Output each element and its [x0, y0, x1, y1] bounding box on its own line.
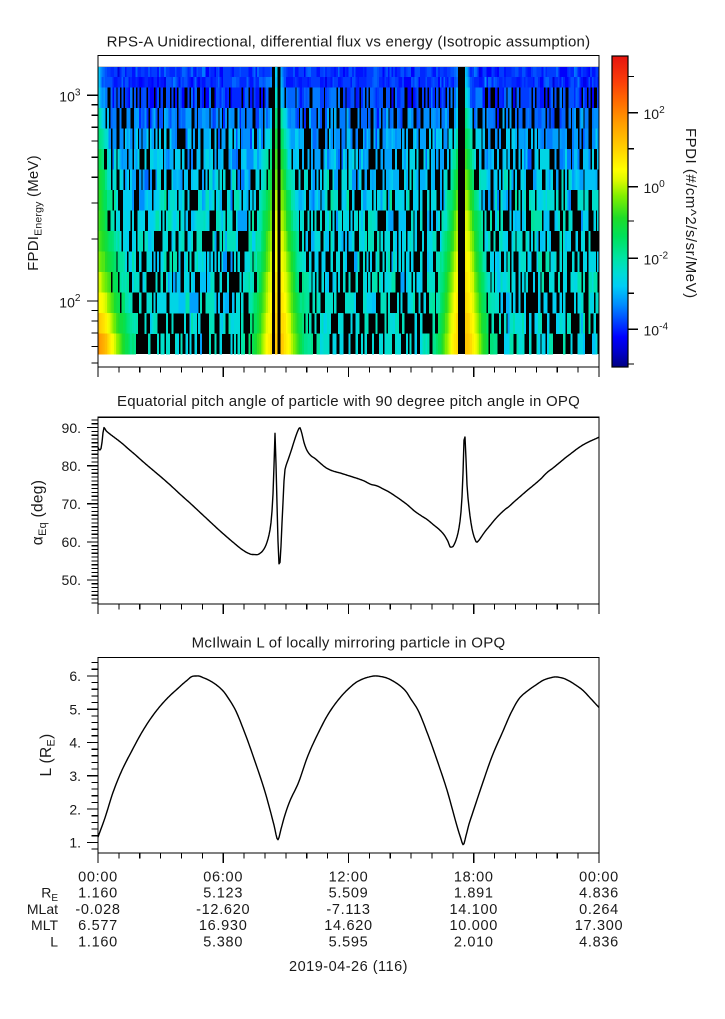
svg-text:4.836: 4.836: [579, 934, 619, 950]
svg-text:50.: 50.: [62, 572, 81, 588]
svg-text:3.: 3.: [69, 768, 81, 784]
svg-text:6.577: 6.577: [78, 918, 118, 934]
svg-text:80.: 80.: [62, 458, 81, 474]
svg-text:1.: 1.: [69, 835, 81, 851]
svg-text:14.100: 14.100: [450, 902, 499, 918]
svg-text:5.509: 5.509: [329, 886, 369, 902]
svg-text:2.010: 2.010: [454, 934, 494, 950]
svg-text:4.836: 4.836: [579, 886, 619, 902]
svg-text:10.000: 10.000: [450, 918, 499, 934]
svg-text:MLT: MLT: [31, 917, 58, 933]
svg-text:5.380: 5.380: [203, 934, 243, 950]
svg-text:70.: 70.: [62, 496, 81, 512]
svg-text:5.123: 5.123: [203, 886, 243, 902]
svg-text:MLat: MLat: [27, 901, 58, 917]
svg-text:06:00: 06:00: [203, 870, 243, 886]
svg-text:00:00: 00:00: [579, 870, 619, 886]
svg-text:L (RE): L (RE): [38, 734, 58, 777]
svg-text:2019-04-26 (116): 2019-04-26 (116): [289, 959, 408, 975]
svg-text:2.: 2.: [69, 801, 81, 817]
svg-text:FPDI (#/cm^2/s/sr/MeV): FPDI (#/cm^2/s/sr/MeV): [682, 128, 699, 299]
svg-text:16.930: 16.930: [199, 918, 248, 934]
svg-text:1.891: 1.891: [454, 886, 494, 902]
svg-text:1.160: 1.160: [78, 934, 118, 950]
svg-text:0.264: 0.264: [579, 902, 619, 918]
svg-text:18:00: 18:00: [454, 870, 494, 886]
svg-text:FPDIEnergy (MeV): FPDIEnergy (MeV): [25, 155, 45, 271]
svg-text:-0.028: -0.028: [75, 902, 120, 918]
svg-text:17.300: 17.300: [575, 918, 624, 934]
svg-text:4.: 4.: [69, 735, 81, 751]
svg-text:Equatorial pitch angle of part: Equatorial pitch angle of particle with …: [117, 393, 580, 410]
svg-text:90.: 90.: [62, 420, 81, 436]
svg-text:00:00: 00:00: [78, 870, 118, 886]
svg-text:12:00: 12:00: [329, 870, 369, 886]
svg-text:L: L: [50, 933, 58, 949]
svg-text:5.: 5.: [69, 701, 81, 717]
svg-text:1.160: 1.160: [78, 886, 118, 902]
svg-text:14.620: 14.620: [324, 918, 373, 934]
svg-text:RPS-A Unidirectional, differen: RPS-A Unidirectional, differential flux …: [107, 34, 591, 51]
svg-text:6.: 6.: [69, 668, 81, 684]
svg-text:McIlwain L of locally mirrorin: McIlwain L of locally mirroring particle…: [192, 635, 506, 652]
svg-text:60.: 60.: [62, 534, 81, 550]
svg-text:-7.113: -7.113: [326, 902, 370, 918]
svg-text:5.595: 5.595: [329, 934, 369, 950]
svg-text:-12.620: -12.620: [196, 902, 250, 918]
